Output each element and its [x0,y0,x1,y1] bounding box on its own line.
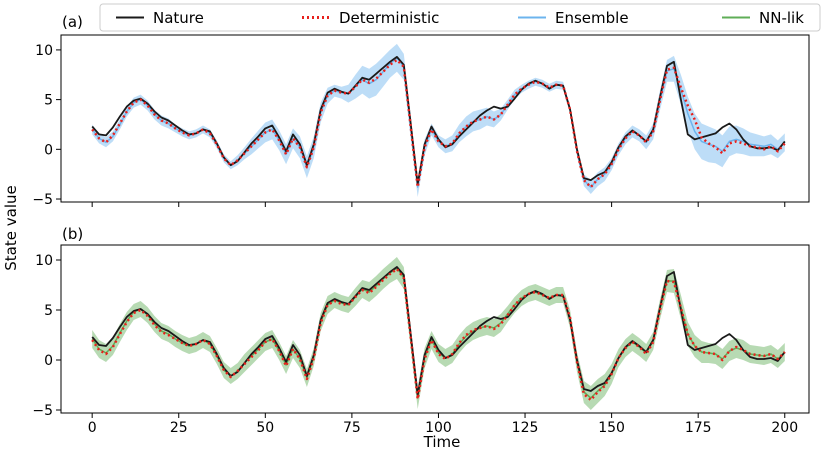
legend-label-nn-lik: NN-lik [759,9,804,27]
-b--xtick-label: 100 [425,420,452,436]
panel-b-frame [60,244,810,414]
legend-label-ensemble: Ensemble [555,9,629,27]
-a--band-ensemble [92,43,785,198]
panel-b-lines [91,266,786,402]
-b--xtick-label: 125 [512,420,539,436]
-b--line-nn-lik [91,267,786,399]
panel-a: −5 0 5 10 (a) [32,13,810,208]
-b--band-nn-lik [92,257,785,410]
panel-a-label: (a) [62,13,83,31]
legend-box [99,3,821,32]
-b--ytick-label: 10 [35,253,53,269]
panel-b: −5 0 5 10 0 25 50 75 100 125 150 175 200 (b) [32,225,810,436]
-b--ytick-label: 5 [44,303,53,319]
-b--xtick-label: 200 [771,420,798,436]
-b--xtick-label: 25 [170,420,188,436]
legend: Nature Deterministic Ensemble NN-lik [99,3,821,32]
-a--ytick-label: 10 [35,43,53,59]
-a--ytick-label: 5 [44,93,53,109]
-b--xtick-label: 175 [685,420,712,436]
-b--xtick-label: 0 [88,420,97,436]
y-axis-label: State value [2,185,20,270]
panel-a-frame [60,34,810,203]
panel-a-bands [92,43,785,198]
panel-b-yticks: −5 0 5 10 [32,253,61,419]
legend-label-deterministic: Deterministic [339,9,439,27]
panel-b-xticks: 0 25 50 75 100 125 150 175 200 [88,413,798,436]
panel-b-bands [92,257,785,410]
-b--xtick-label: 75 [343,420,361,436]
panel-a-lines [91,56,786,189]
-b--xtick-label: 50 [256,420,274,436]
x-axis-label: Time [423,433,461,451]
-b--ytick-label: −5 [32,403,53,419]
-b--line-deterministic [91,267,786,402]
panel-a-yticks: −5 0 5 10 [32,43,61,208]
-b--xtick-label: 150 [598,420,625,436]
-a--ytick-label: −5 [32,192,53,208]
-b--line-nature [91,266,786,396]
legend-label-nature: Nature [153,9,204,27]
-a--line-deterministic [91,58,786,189]
-b--ytick-label: 0 [44,353,53,369]
panel-b-label: (b) [62,225,83,243]
panel-a-xticks [91,202,786,207]
-a--ytick-label: 0 [44,142,53,158]
